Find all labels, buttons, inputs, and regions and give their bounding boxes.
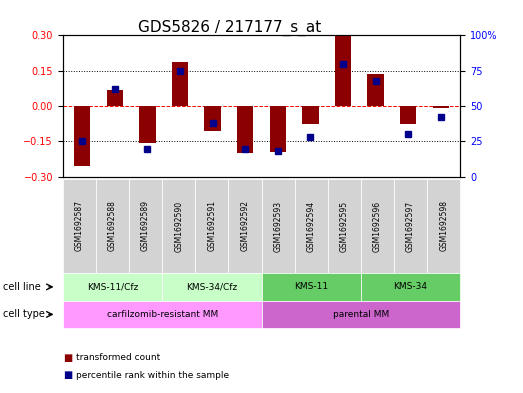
Bar bbox=[139, 106, 156, 143]
Bar bbox=[400, 106, 416, 124]
Text: GSM1692592: GSM1692592 bbox=[241, 200, 249, 252]
Text: cell line: cell line bbox=[3, 282, 40, 292]
Text: GSM1692597: GSM1692597 bbox=[406, 200, 415, 252]
Text: GSM1692591: GSM1692591 bbox=[207, 200, 217, 252]
Text: ■: ■ bbox=[63, 370, 72, 380]
Text: KMS-34/Cfz: KMS-34/Cfz bbox=[186, 283, 237, 291]
Text: GDS5826 / 217177_s_at: GDS5826 / 217177_s_at bbox=[139, 20, 322, 36]
Text: GSM1692588: GSM1692588 bbox=[108, 200, 117, 252]
Bar bbox=[367, 74, 384, 106]
Text: KMS-11/Cfz: KMS-11/Cfz bbox=[87, 283, 138, 291]
Bar bbox=[74, 106, 90, 166]
Text: GSM1692594: GSM1692594 bbox=[306, 200, 316, 252]
Text: parental MM: parental MM bbox=[333, 310, 389, 319]
Bar bbox=[237, 106, 253, 153]
Text: ■: ■ bbox=[63, 353, 72, 363]
Text: GSM1692598: GSM1692598 bbox=[439, 200, 448, 252]
Text: KMS-11: KMS-11 bbox=[294, 283, 328, 291]
Bar bbox=[335, 35, 351, 106]
Bar bbox=[302, 106, 319, 124]
Text: GSM1692596: GSM1692596 bbox=[373, 200, 382, 252]
Text: GSM1692595: GSM1692595 bbox=[340, 200, 349, 252]
Bar bbox=[204, 106, 221, 131]
Text: GSM1692589: GSM1692589 bbox=[141, 200, 150, 252]
Text: GSM1692587: GSM1692587 bbox=[75, 200, 84, 252]
Text: GSM1692593: GSM1692593 bbox=[274, 200, 282, 252]
Text: GSM1692590: GSM1692590 bbox=[174, 200, 183, 252]
Bar bbox=[172, 62, 188, 106]
Text: carfilzomib-resistant MM: carfilzomib-resistant MM bbox=[107, 310, 218, 319]
Bar bbox=[433, 106, 449, 108]
Bar bbox=[270, 106, 286, 152]
Text: percentile rank within the sample: percentile rank within the sample bbox=[76, 371, 229, 380]
Text: cell type: cell type bbox=[3, 309, 44, 320]
Text: transformed count: transformed count bbox=[76, 353, 160, 362]
Bar bbox=[107, 90, 123, 106]
Text: KMS-34: KMS-34 bbox=[393, 283, 428, 291]
